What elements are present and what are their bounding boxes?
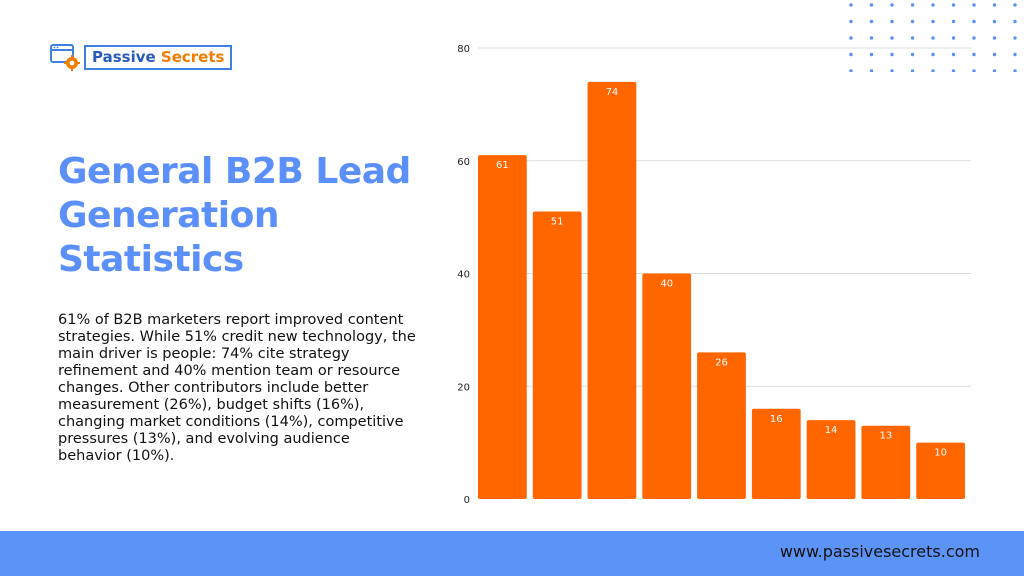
decor-dot (890, 19, 894, 24)
bar-value-label: 13 (879, 431, 892, 442)
decor-dot (890, 69, 894, 72)
decor-dot (910, 19, 915, 24)
browser-gear-icon (50, 44, 80, 71)
decor-dot (869, 19, 874, 24)
decor-dot (1013, 36, 1017, 40)
decor-dot (972, 36, 976, 40)
decor-dot (951, 19, 956, 24)
logo-wordmark: Passive Secrets (84, 44, 233, 70)
decor-dot (951, 52, 956, 57)
y-tick-label: 40 (457, 270, 470, 281)
logo-word-secrets: Secrets (160, 47, 225, 66)
decor-dot (951, 36, 956, 40)
y-tick-label: 20 (457, 382, 470, 393)
decor-dot (849, 3, 853, 7)
decor-dot (992, 3, 997, 7)
decor-dot (992, 69, 997, 72)
bar-value-label: 61 (496, 160, 509, 171)
bar (916, 442, 965, 499)
decor-dot (890, 36, 894, 40)
decor-dot (849, 36, 853, 40)
decor-dot (869, 36, 874, 40)
decor-dot (931, 52, 935, 57)
decor-dot (869, 3, 874, 7)
bar (751, 408, 801, 499)
bar-value-label: 10 (934, 448, 947, 459)
decor-dot (1013, 3, 1017, 7)
bar-value-label: 26 (715, 357, 728, 368)
footer-url: www.passivesecrets.com (779, 542, 980, 561)
decor-dot (992, 52, 997, 57)
decor-dot (890, 3, 894, 7)
bar (532, 211, 582, 500)
decor-dot (972, 3, 976, 7)
decor-dot (972, 69, 976, 72)
decor-dot (951, 69, 956, 72)
bar-value-label: 51 (551, 216, 564, 227)
decor-dot (890, 52, 894, 57)
decor-dot (931, 19, 935, 24)
bar (587, 81, 637, 499)
decor-dot (972, 19, 976, 24)
bar-value-label: 16 (770, 414, 783, 425)
bar (642, 273, 692, 499)
footer-bar: www.passivesecrets.com (0, 531, 1024, 576)
decor-dot (869, 69, 874, 72)
decor-dot (992, 36, 997, 40)
logo: Passive Secrets (50, 42, 233, 72)
description-text: 61% of B2B marketers report improved con… (58, 312, 416, 464)
bar-value-label: 74 (606, 87, 619, 98)
decor-dot (1013, 69, 1017, 72)
decor-dot (849, 19, 853, 24)
decor-dot (951, 3, 956, 7)
decor-dot (972, 52, 976, 57)
decor-dot (1013, 19, 1017, 24)
bar-chart: 0 20 40 60 80 61 51 74 40 26 16 14 13 10 (457, 44, 971, 506)
decor-dot (849, 52, 853, 57)
y-tick-label: 60 (457, 157, 470, 168)
decor-dot (1013, 52, 1017, 57)
decor-dot (931, 3, 935, 7)
bar (697, 352, 746, 499)
bar-value-label: 40 (660, 279, 673, 290)
bar (806, 420, 856, 499)
page-title: General B2B Lead Generation Statistics (58, 151, 411, 280)
decor-dot (931, 69, 935, 72)
bar (861, 425, 911, 499)
logo-word-passive: Passive (92, 47, 156, 66)
bar (478, 155, 527, 500)
decor-dot (910, 36, 915, 40)
decor-dot (849, 69, 853, 72)
decor-dot (910, 52, 915, 57)
decor-dot (992, 19, 997, 24)
bar-value-label: 14 (825, 425, 838, 436)
decor-dot (910, 3, 915, 7)
decorative-dot-grid (849, 3, 1017, 72)
decor-dot (931, 36, 935, 40)
decor-dot (869, 52, 874, 57)
y-tick-label: 0 (464, 495, 470, 506)
decor-dot (910, 69, 915, 72)
y-tick-label: 80 (457, 44, 470, 55)
